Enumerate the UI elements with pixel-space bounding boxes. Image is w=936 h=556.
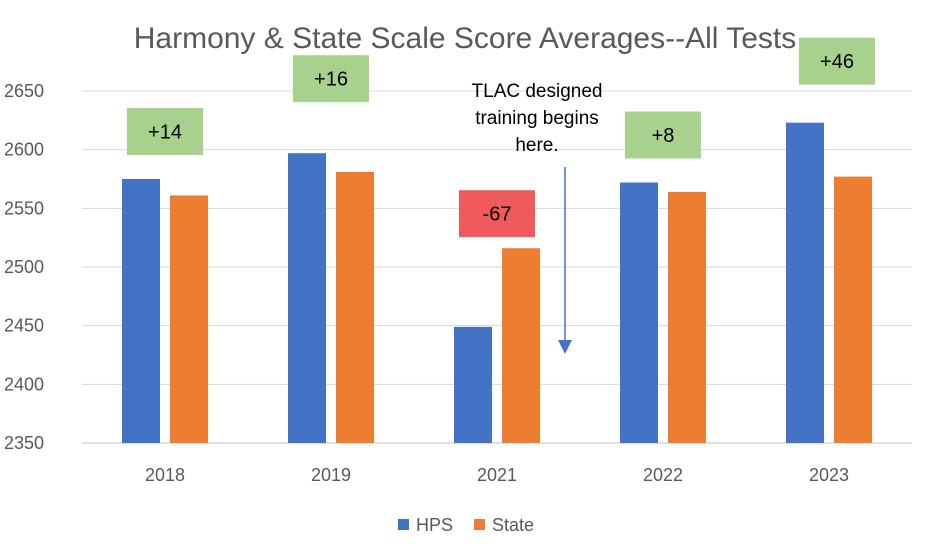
y-tick-label: 2450 [4,316,44,336]
y-tick-label: 2500 [4,257,44,277]
x-tick-label: 2018 [145,465,185,485]
annotation-box [799,37,875,85]
annotation-box [625,111,701,159]
annotation-label: +46 [820,51,854,73]
annotation-label: +14 [148,122,182,144]
legend-label-hps: HPS [416,515,453,535]
note-line: training begins [475,108,599,129]
bar-state-2021 [502,248,540,443]
bars [122,122,872,444]
x-tick-label: 2019 [311,465,351,485]
bar-hps-2019 [288,153,326,444]
bar-state-2019 [336,171,374,443]
bar-hps-2018 [122,179,160,443]
bar-state-2023 [834,176,872,444]
x-axis-labels: 2018 2019 2021 2022 2023 [145,465,849,485]
x-tick-label: 2023 [809,465,849,485]
bar-state-2022 [668,191,706,443]
note-line: TLAC designed [472,81,603,102]
x-tick-label: 2022 [643,465,683,485]
y-axis-ticks: 2350 2400 2450 2500 2550 2600 2650 [4,81,44,453]
y-tick-label: 2350 [4,433,44,453]
y-tick-label: 2650 [4,81,44,101]
legend-swatch-state [474,519,485,530]
annotation-label: +8 [652,125,675,147]
chart-title: Harmony & State Scale Score Averages--Al… [134,22,797,55]
legend: HPS State [398,515,534,535]
tlac-note: TLAC designed training begins here. [472,81,603,354]
difference-annotations: +14 +16 -67 +8 +46 [127,37,875,238]
annotation-label: +16 [314,69,348,91]
annotation-box [293,55,369,103]
annotation-box [127,108,203,155]
y-tick-label: 2400 [4,374,44,394]
bar-state-2018 [170,195,208,443]
note-arrow-head [558,340,572,354]
note-line: here. [515,135,558,156]
legend-label-state: State [492,515,534,535]
legend-swatch-hps [398,519,409,530]
y-tick-label: 2550 [4,198,44,218]
y-tick-label: 2600 [4,140,44,160]
bar-hps-2023 [786,122,824,444]
annotation-box [459,190,535,238]
bar-hps-2021 [454,326,492,443]
x-tick-label: 2021 [477,465,517,485]
annotation-label: -67 [483,204,512,226]
bar-hps-2022 [620,182,658,443]
